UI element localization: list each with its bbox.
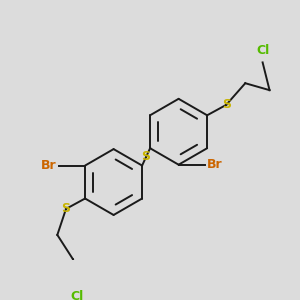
Text: Br: Br [207, 158, 223, 171]
Text: Cl: Cl [256, 44, 269, 57]
Text: Cl: Cl [70, 290, 84, 300]
Text: S: S [61, 202, 70, 215]
Text: S: S [142, 150, 151, 164]
Text: Br: Br [41, 159, 56, 172]
Text: S: S [222, 98, 231, 111]
